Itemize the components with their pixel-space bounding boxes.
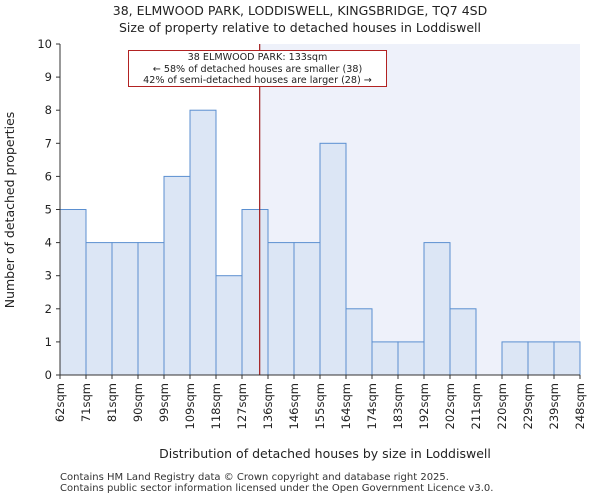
y-tick-label: 0: [45, 368, 52, 382]
y-tick-label: 10: [37, 37, 52, 51]
x-tick-label: 202sqm: [443, 383, 457, 429]
x-tick-label: 192sqm: [417, 383, 431, 429]
bar: [449, 308, 477, 376]
x-tick-label: 155sqm: [313, 383, 327, 429]
bar: [267, 242, 295, 376]
annotation-line-3: 42% of semi-detached houses are larger (…: [143, 75, 372, 86]
chart-subtitle: Size of property relative to detached ho…: [118, 20, 482, 35]
annotation-line-1: 38 ELMWOOD PARK: 133sqm: [187, 52, 328, 63]
footer-line-2: Contains public sector information licen…: [60, 483, 494, 494]
bars-group: [59, 109, 581, 376]
y-tick-label: 3: [45, 269, 52, 283]
x-tick-label: 183sqm: [391, 383, 405, 429]
x-tick-label: 220sqm: [495, 383, 509, 429]
bar: [189, 109, 217, 376]
y-tick-label: 2: [45, 302, 52, 316]
chart-title: 38, ELMWOOD PARK, LODDISWELL, KINGSBRIDG…: [112, 3, 488, 18]
x-axis-label: Distribution of detached houses by size …: [159, 446, 491, 461]
bar: [111, 242, 139, 376]
bar: [345, 308, 373, 376]
y-tick-label: 5: [45, 203, 52, 217]
x-tick-label: 174sqm: [365, 383, 379, 429]
x-tick-label: 248sqm: [573, 383, 587, 429]
footer: Contains HM Land Registry data © Crown c…: [60, 472, 493, 494]
y-axis-label: Number of detached properties: [2, 112, 17, 309]
footer-line-1: Contains HM Land Registry data © Crown c…: [60, 472, 449, 483]
y-tick-label: 1: [45, 335, 52, 349]
x-tick-label: 109sqm: [183, 383, 197, 429]
bar: [527, 341, 555, 376]
x-tick-label: 146sqm: [287, 383, 301, 429]
x-tick-label: 211sqm: [469, 383, 483, 429]
bar: [371, 341, 399, 376]
y-tick-label: 6: [45, 169, 52, 183]
annotation-line-2: ← 58% of detached houses are smaller (38…: [152, 63, 363, 75]
x-tick-label: 229sqm: [521, 383, 535, 429]
x-tick-label: 90sqm: [131, 383, 145, 422]
x-tick-label: 71sqm: [79, 383, 93, 422]
chart-title-block: 38, ELMWOOD PARK, LODDISWELL, KINGSBRIDG…: [0, 2, 600, 36]
bar: [163, 175, 191, 376]
bar: [553, 341, 581, 376]
bar: [501, 341, 529, 376]
x-tick-label: 81sqm: [105, 383, 119, 422]
x-tick-label: 118sqm: [209, 383, 223, 429]
bar: [137, 242, 165, 376]
y-tick-label: 8: [45, 103, 52, 117]
bar: [319, 142, 347, 376]
y-tick-label: 9: [45, 70, 52, 84]
x-ticks-group: 62sqm 71sqm 81sqm 90sqm 99sqm 109sqm 118sqm 127…: [53, 375, 587, 429]
bar: [241, 209, 269, 376]
x-tick-label: 127sqm: [235, 383, 249, 429]
y-tick-label: 7: [45, 136, 52, 150]
annotation-box: 38 ELMWOOD PARK: 133sqm ← 58% of detache…: [128, 50, 387, 87]
x-tick-label: 164sqm: [339, 383, 353, 429]
bar: [85, 242, 113, 376]
bar: [215, 275, 243, 376]
x-tick-label: 136sqm: [261, 383, 275, 429]
bar: [59, 209, 87, 376]
x-tick-label: 99sqm: [157, 383, 171, 422]
x-tick-label: 62sqm: [53, 383, 67, 422]
bar: [397, 341, 425, 376]
x-tick-label: 239sqm: [547, 383, 561, 429]
bar: [293, 242, 321, 376]
bar: [423, 242, 451, 376]
y-ticks-group: 0 1 2 3 4 5 6 7 8 9 10: [37, 37, 60, 382]
y-tick-label: 4: [45, 236, 52, 250]
